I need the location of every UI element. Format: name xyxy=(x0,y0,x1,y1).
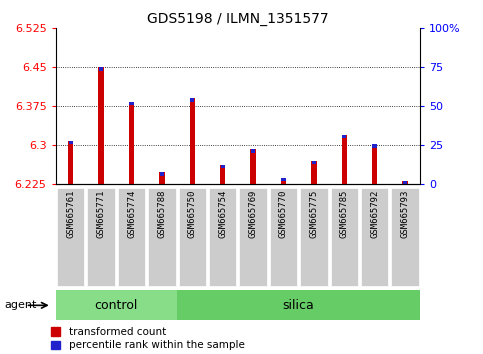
Bar xyxy=(99,67,104,184)
Bar xyxy=(402,182,408,184)
Bar xyxy=(160,172,164,176)
Text: GSM665771: GSM665771 xyxy=(97,190,106,238)
FancyBboxPatch shape xyxy=(270,188,297,286)
Text: GSM665788: GSM665788 xyxy=(157,190,167,238)
Bar xyxy=(311,161,316,184)
Text: GSM665761: GSM665761 xyxy=(66,190,75,238)
FancyBboxPatch shape xyxy=(179,188,206,286)
Bar xyxy=(250,149,256,184)
Text: agent: agent xyxy=(5,300,37,310)
Bar xyxy=(341,135,347,184)
Bar xyxy=(312,161,316,164)
Text: GSM665775: GSM665775 xyxy=(309,190,318,238)
Bar xyxy=(403,182,407,185)
FancyBboxPatch shape xyxy=(330,188,358,286)
Bar xyxy=(372,144,377,184)
Bar xyxy=(190,98,195,102)
FancyBboxPatch shape xyxy=(87,188,115,286)
Text: GSM665774: GSM665774 xyxy=(127,190,136,238)
Bar xyxy=(221,165,225,168)
Text: GSM665754: GSM665754 xyxy=(218,190,227,238)
Text: silica: silica xyxy=(283,299,314,312)
FancyBboxPatch shape xyxy=(57,188,85,286)
FancyBboxPatch shape xyxy=(361,188,388,286)
Bar xyxy=(281,178,285,181)
Text: control: control xyxy=(95,299,138,312)
FancyBboxPatch shape xyxy=(56,290,177,320)
FancyBboxPatch shape xyxy=(300,188,327,286)
FancyBboxPatch shape xyxy=(148,188,176,286)
Bar xyxy=(129,102,134,105)
FancyBboxPatch shape xyxy=(209,188,236,286)
Bar xyxy=(99,67,103,71)
Bar xyxy=(68,141,73,184)
Bar xyxy=(281,178,286,184)
FancyBboxPatch shape xyxy=(177,290,420,320)
Bar xyxy=(129,102,134,184)
FancyBboxPatch shape xyxy=(391,188,419,286)
Text: GSM665785: GSM665785 xyxy=(340,190,349,238)
Bar xyxy=(251,149,255,153)
Text: GSM665793: GSM665793 xyxy=(400,190,410,238)
Text: GSM665770: GSM665770 xyxy=(279,190,288,238)
Bar xyxy=(372,144,377,148)
Bar xyxy=(220,165,226,184)
Text: GSM665750: GSM665750 xyxy=(188,190,197,238)
Bar xyxy=(69,141,73,144)
FancyBboxPatch shape xyxy=(118,188,145,286)
Text: GSM665769: GSM665769 xyxy=(249,190,257,238)
FancyBboxPatch shape xyxy=(240,188,267,286)
Bar xyxy=(189,98,195,184)
Title: GDS5198 / ILMN_1351577: GDS5198 / ILMN_1351577 xyxy=(147,12,329,26)
Legend: transformed count, percentile rank within the sample: transformed count, percentile rank withi… xyxy=(51,327,245,350)
Bar xyxy=(342,135,346,138)
Text: GSM665792: GSM665792 xyxy=(370,190,379,238)
Bar xyxy=(159,172,165,184)
